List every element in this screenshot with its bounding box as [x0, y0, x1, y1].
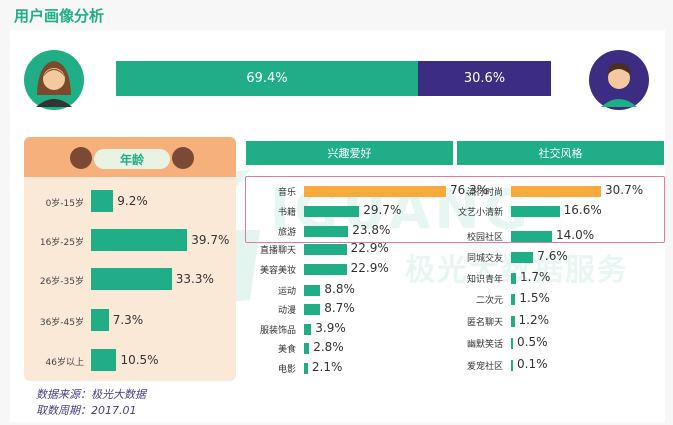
age-category-label: 26岁-35岁 [39, 277, 84, 287]
source-line: 数据来源：极光大数据 [36, 388, 146, 401]
category-label: 服装饰品 [259, 326, 296, 336]
bar [304, 343, 310, 354]
bar [304, 206, 360, 217]
age-category-label: 46岁以上 [45, 358, 84, 368]
female-share-label: 69.4% [246, 71, 288, 86]
bar [304, 264, 347, 275]
age-value-label: 9.2% [117, 194, 148, 208]
bar [511, 294, 516, 305]
bar [304, 186, 446, 197]
category-label: 美容美妆 [259, 266, 296, 276]
bar [511, 338, 513, 349]
age-value-label: 10.5% [120, 353, 159, 367]
value-label: 76.3% [450, 183, 489, 197]
value-label: 22.9% [350, 241, 389, 255]
social-header: 社交风格 [457, 141, 664, 165]
bar [511, 186, 601, 197]
category-label: 同城交友 [466, 254, 503, 264]
age-value-label: 7.3% [112, 313, 144, 327]
male-share-label: 30.6% [463, 71, 506, 86]
age-category-label: 16岁-25岁 [39, 238, 84, 248]
category-label: 动漫 [277, 306, 296, 316]
knob-right-icon [172, 147, 194, 169]
bar [511, 360, 513, 371]
category-label: 书籍 [277, 208, 296, 218]
bar [304, 244, 347, 255]
bar [511, 231, 553, 242]
value-label: 14.0% [556, 228, 595, 242]
age-value-label: 39.7% [191, 233, 230, 247]
bar [304, 285, 321, 296]
value-label: 3.9% [315, 321, 346, 335]
value-label: 0.1% [517, 357, 548, 371]
category-label: 美食 [277, 345, 296, 355]
value-label: 2.1% [311, 360, 343, 374]
value-label: 16.6% [563, 203, 602, 217]
category-label: 流行时尚 [466, 188, 503, 198]
value-label: 1.5% [519, 291, 550, 305]
age-title: 年龄 [94, 149, 170, 169]
category-label: 校园社区 [466, 233, 503, 243]
age-bar [91, 349, 117, 371]
bar [511, 316, 515, 327]
age-bar [91, 190, 114, 212]
age-bar [91, 268, 172, 290]
category-label: 文艺小清新 [457, 208, 503, 218]
age-value-label: 33.3% [175, 272, 214, 286]
bar [304, 304, 321, 315]
value-label: 30.7% [605, 183, 644, 197]
value-label: 8.8% [324, 282, 355, 296]
value-label: 29.7% [363, 203, 402, 217]
value-label: 8.7% [324, 301, 355, 315]
age-panel [24, 137, 236, 381]
value-label: 1.2% [518, 313, 550, 327]
bar [511, 206, 560, 217]
age-category-label: 36岁-45岁 [39, 318, 84, 328]
female-share-bar: 69.4% [116, 61, 418, 96]
bar [304, 226, 349, 237]
category-label: 匿名聊天 [466, 318, 503, 328]
interests-header: 兴趣爱好 [246, 141, 453, 165]
value-label: 7.6% [537, 249, 568, 263]
male-avatar-icon [589, 50, 649, 110]
value-label: 1.7% [519, 270, 551, 284]
value-label: 22.9% [350, 261, 389, 275]
page-title: 用户画像分析 [14, 7, 105, 25]
value-label: 2.8% [313, 340, 344, 354]
male-share-bar: 30.6% [418, 61, 551, 96]
female-avatar-icon [24, 50, 84, 110]
period-line: 取数周期：2017.01 [36, 404, 137, 417]
value-label: 0.5% [517, 335, 548, 349]
bar [304, 363, 308, 374]
category-label: 知识青年 [466, 275, 503, 285]
value-label: 23.8% [352, 223, 391, 237]
highlight-box [245, 176, 665, 243]
category-label: 运动 [277, 287, 296, 297]
bar [511, 273, 516, 284]
bar [511, 252, 534, 263]
age-bar [91, 229, 188, 251]
category-label: 爱宠社区 [466, 362, 503, 372]
category-label: 电影 [277, 365, 296, 375]
category-label: 音乐 [277, 188, 296, 198]
category-label: 直播聊天 [259, 246, 296, 256]
bar [304, 324, 312, 335]
category-label: 旅游 [277, 228, 296, 238]
category-label: 二次元 [475, 296, 503, 306]
knob-left-icon [70, 147, 92, 169]
category-label: 幽默笑话 [466, 340, 503, 350]
data-source: 数据来源：极光大数据 取数周期：2017.01 [36, 387, 146, 419]
age-bar [91, 309, 109, 331]
age-category-label: 0岁-15岁 [45, 199, 84, 209]
